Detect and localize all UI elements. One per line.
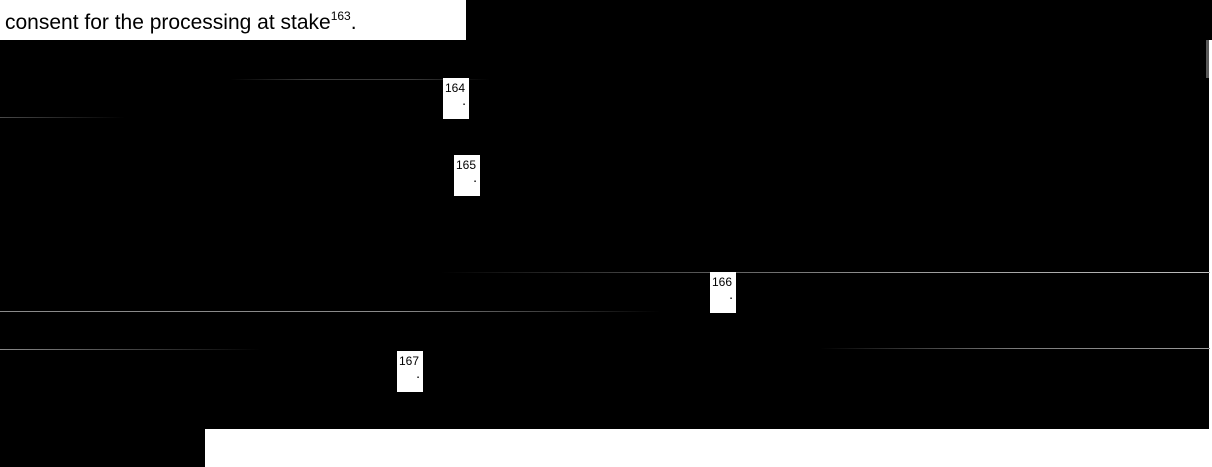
redaction-block-bottom-left — [0, 429, 205, 467]
redaction-hairline — [0, 311, 660, 312]
footnote-marker-167: 167 . — [397, 351, 423, 392]
redaction-hairline — [0, 117, 125, 118]
redaction-hairline — [0, 349, 260, 350]
redaction-block-top-right — [466, 0, 1212, 40]
text-fragment: consent for the processing at stake — [5, 11, 331, 34]
footnote-number: 166 — [712, 275, 733, 289]
footnote-number: 164 — [445, 81, 466, 95]
redaction-block-main — [0, 40, 1209, 429]
redaction-hairline — [820, 348, 1210, 349]
footnote-period: . — [416, 365, 420, 381]
footnote-period: . — [473, 169, 477, 185]
redaction-hairline — [1206, 40, 1209, 78]
redaction-hairline — [230, 79, 490, 80]
footnote-marker-163: 163 — [330, 9, 351, 23]
footnote-period: . — [462, 92, 466, 108]
footnote-marker-164: 164 . — [443, 78, 469, 119]
footnote-marker-165: 165 . — [454, 155, 480, 196]
redaction-hairline — [440, 272, 1210, 273]
sentence-period: . — [350, 11, 357, 34]
footnote-period: . — [729, 286, 733, 302]
visible-text-line: consent for the processing at stake163. — [5, 10, 357, 36]
footnote-number: 165 — [456, 158, 477, 172]
footnote-marker-166: 166 . — [710, 272, 736, 313]
footnote-number: 167 — [399, 354, 420, 368]
